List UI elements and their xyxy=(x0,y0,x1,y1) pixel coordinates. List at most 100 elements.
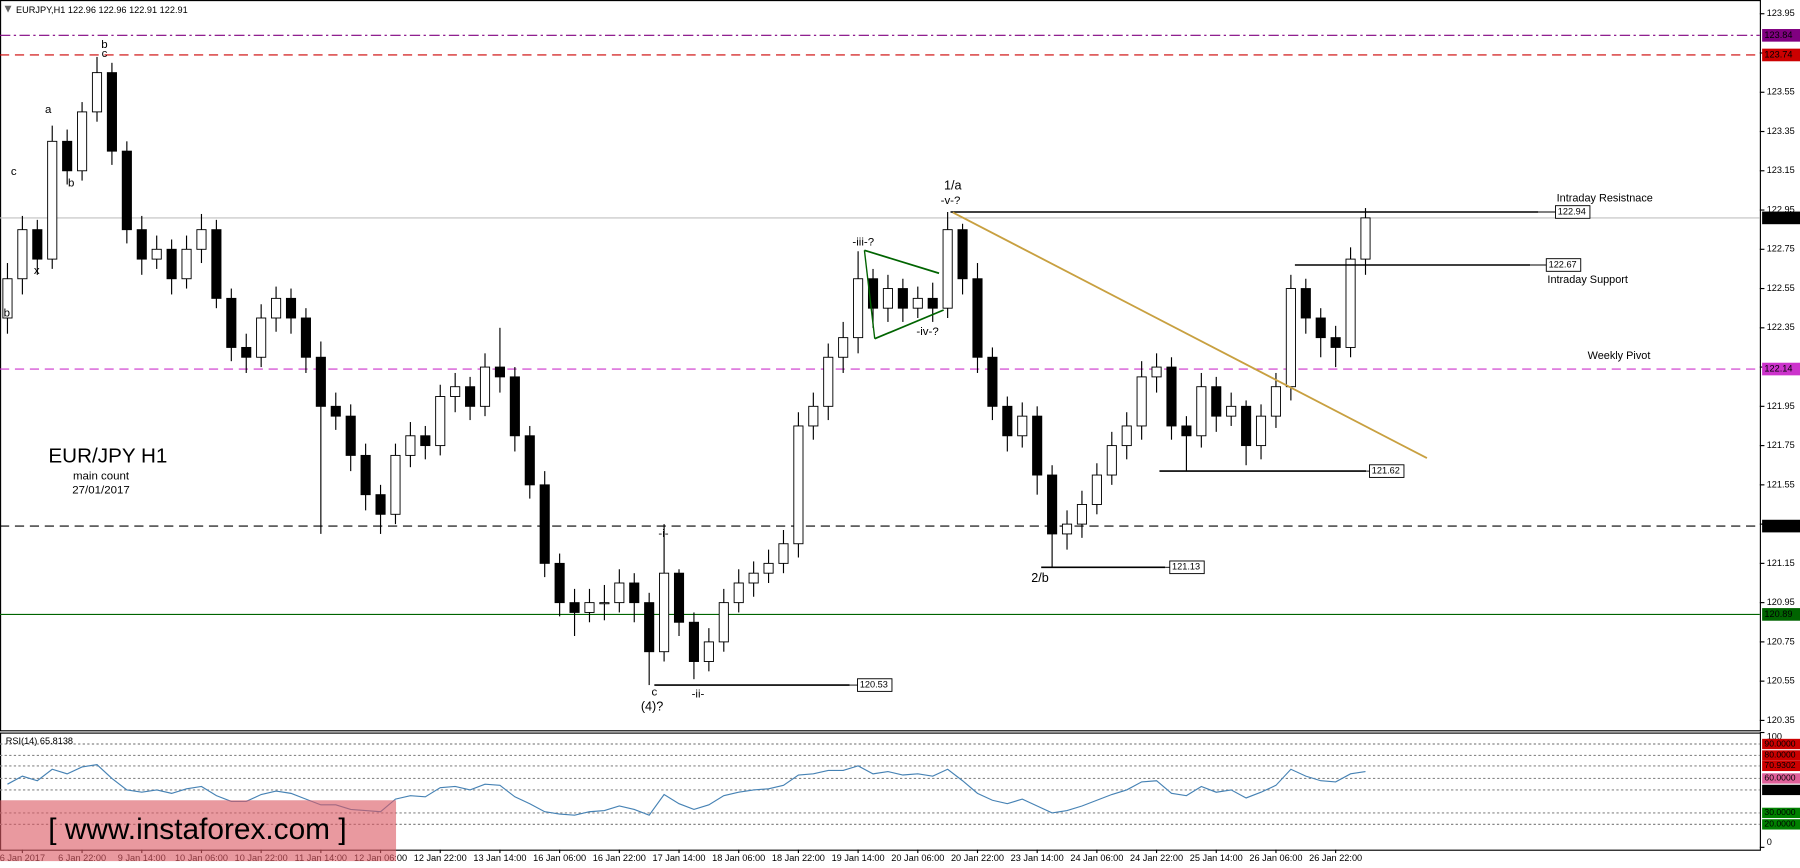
candle-body xyxy=(778,543,789,564)
wave-label: b xyxy=(68,178,74,190)
candle-body xyxy=(1330,337,1341,348)
wave-label: b xyxy=(4,307,10,319)
x-tick-label: 18 Jan 22:00 xyxy=(772,853,825,863)
segment-label: 122.67 xyxy=(1549,259,1577,269)
x-tick-label: 26 Jan 06:00 xyxy=(1249,853,1302,863)
subtitle: main count xyxy=(73,471,130,483)
candle-body xyxy=(584,602,595,613)
rsi-tick-label: 0 xyxy=(1767,837,1772,847)
candle-body xyxy=(957,229,968,280)
candle-body xyxy=(390,454,401,515)
y-tick-label: 121.55 xyxy=(1767,479,1795,489)
candle-body xyxy=(121,150,132,231)
x-tick-label: 23 Jan 14:00 xyxy=(1011,853,1064,863)
wave-label: 1/a xyxy=(944,178,963,192)
wave-label: x xyxy=(34,265,40,277)
level-label: 123.84 xyxy=(1764,30,1792,40)
triangle-line xyxy=(874,309,944,340)
x-tick-label: 20 Jan 22:00 xyxy=(951,853,1004,863)
level-box xyxy=(1762,29,1800,42)
x-tick-label: 19 Jan 14:00 xyxy=(832,853,885,863)
rsi-level-box xyxy=(1762,784,1800,796)
candle-body xyxy=(659,572,670,653)
candle-body xyxy=(47,140,58,260)
watermark-box xyxy=(0,800,397,862)
candle-body xyxy=(838,337,849,358)
candle-body xyxy=(912,297,923,309)
candle-body xyxy=(1121,425,1132,447)
y-tick-label: 123.55 xyxy=(1767,87,1795,97)
candle-body xyxy=(151,248,162,260)
wave-label: a xyxy=(45,104,52,116)
rsi-level-box xyxy=(1762,750,1800,761)
candle-body xyxy=(405,435,416,456)
x-tick-label: 17 Jan 14:00 xyxy=(652,853,705,863)
candle-body xyxy=(644,602,655,653)
candle-body xyxy=(1270,386,1282,417)
candle-body xyxy=(1181,425,1192,437)
candle-body xyxy=(703,641,714,662)
candle-body xyxy=(972,278,983,358)
candle-body xyxy=(1315,317,1326,339)
candle-body xyxy=(360,454,371,496)
rsi-level-label: 30.0000 xyxy=(1764,807,1795,817)
x-tick-label: 12 Jan 22:00 xyxy=(414,853,467,863)
wave-label: c xyxy=(651,686,657,698)
candle-body xyxy=(539,484,550,564)
candle-body xyxy=(569,602,580,613)
y-tick-label: 120.35 xyxy=(1767,715,1795,725)
rsi-tick-label: 100 xyxy=(1767,732,1782,742)
candle-body xyxy=(1002,405,1013,437)
candle-body xyxy=(1032,415,1043,476)
candle-body xyxy=(211,229,222,299)
candle-body xyxy=(315,356,326,407)
rsi-level-label: 60.0000 xyxy=(1764,773,1795,783)
candle-body xyxy=(1196,386,1207,437)
y-tick-label: 123.95 xyxy=(1767,8,1795,18)
level-box xyxy=(1762,362,1800,376)
candle-body xyxy=(32,229,43,260)
candle-body xyxy=(435,396,446,447)
wave-label: -i- xyxy=(658,528,668,540)
price-panel xyxy=(0,0,1761,732)
candle-body xyxy=(1241,405,1252,447)
marks: 123.95123.75123.55123.35123.15122.95122.… xyxy=(0,8,1800,863)
triangle-line xyxy=(864,249,940,275)
candle-body xyxy=(763,562,774,574)
segment-label: 121.13 xyxy=(1172,562,1200,572)
candle-body xyxy=(823,356,834,407)
watermark: [ www.instaforex.com ] xyxy=(48,813,346,846)
candle-body xyxy=(226,297,237,348)
candle-body xyxy=(1017,415,1028,437)
segment-box xyxy=(1169,560,1205,575)
wave-label: 2/b xyxy=(1031,571,1049,585)
candle-body xyxy=(465,386,476,407)
candle-body xyxy=(1360,217,1371,260)
chart-label: EUR/JPY H1 xyxy=(48,444,167,467)
rsi-level-label: 90.0000 xyxy=(1764,738,1795,748)
x-tick-label: 26 Jan 22:00 xyxy=(1309,853,1362,863)
y-tick-label: 120.55 xyxy=(1767,676,1795,686)
wave-label: -iv-? xyxy=(916,326,938,338)
note: Intraday Support xyxy=(1547,274,1628,286)
candle-body xyxy=(300,317,311,358)
note: Weekly Pivot xyxy=(1588,350,1651,362)
y-tick-label: 122.75 xyxy=(1767,244,1795,254)
segment-label: 122.94 xyxy=(1558,206,1586,216)
header: EURJPY,H1 122.96 122.96 122.91 122.91 xyxy=(16,5,188,15)
y-tick-label: 121.15 xyxy=(1767,558,1795,568)
wave-label: -iii-? xyxy=(852,236,874,248)
candle-body xyxy=(2,278,13,319)
y-tick-label: 122.55 xyxy=(1767,283,1795,293)
x-tick-label: 16 Jan 22:00 xyxy=(593,853,646,863)
candle-body xyxy=(1226,405,1237,417)
segment-box xyxy=(1545,258,1582,272)
x-tick-label: 25 Jan 14:00 xyxy=(1190,853,1243,863)
y-tick-label: 121.95 xyxy=(1767,401,1795,411)
candle-body xyxy=(882,288,893,309)
y-tick-label: 120.95 xyxy=(1767,597,1795,607)
y-tick-label: 123.35 xyxy=(1767,126,1795,136)
rsi-level-label: 80.0000 xyxy=(1764,750,1795,760)
segment-label: 120.53 xyxy=(860,679,888,689)
